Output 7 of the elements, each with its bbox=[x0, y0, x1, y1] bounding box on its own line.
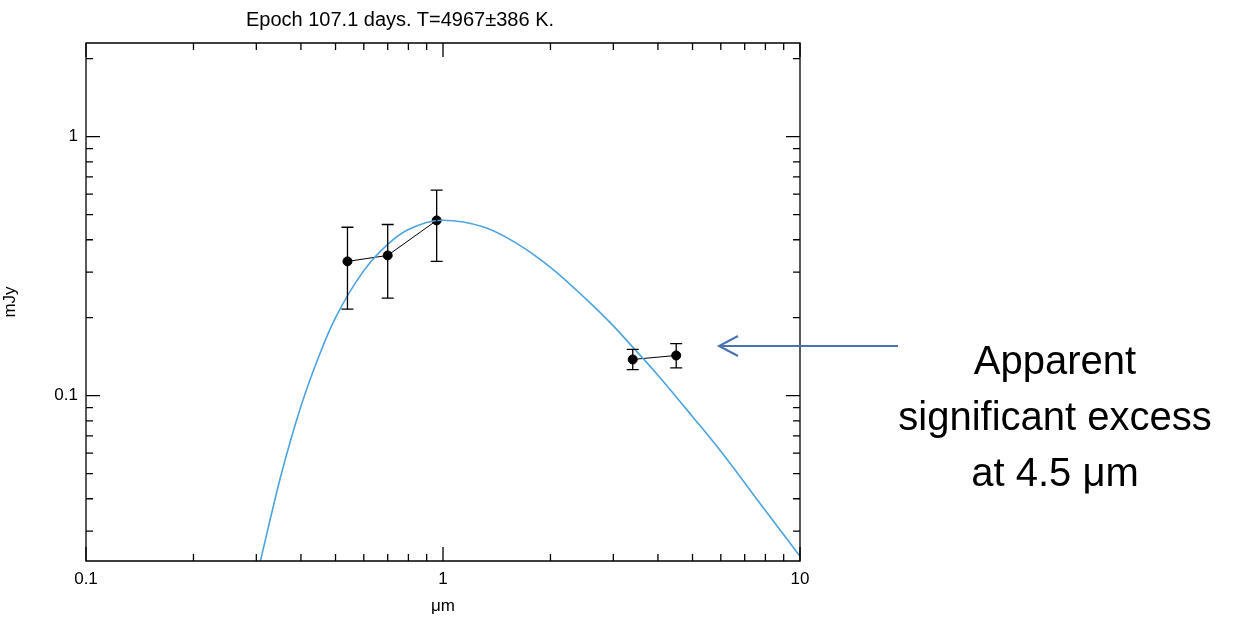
chart-title: Epoch 107.1 days. T=4967±386 K. bbox=[245, 7, 555, 30]
x-tick-label: 0.1 bbox=[74, 568, 98, 588]
text: Apparent significant excess at 4.5 μm bbox=[897, 337, 1213, 496]
x-tick-label: 1 bbox=[438, 568, 448, 588]
x-tick-label: 10 bbox=[790, 568, 810, 588]
y-axis-title: mJy bbox=[0, 285, 19, 318]
x-axis-title: μm bbox=[431, 596, 455, 616]
